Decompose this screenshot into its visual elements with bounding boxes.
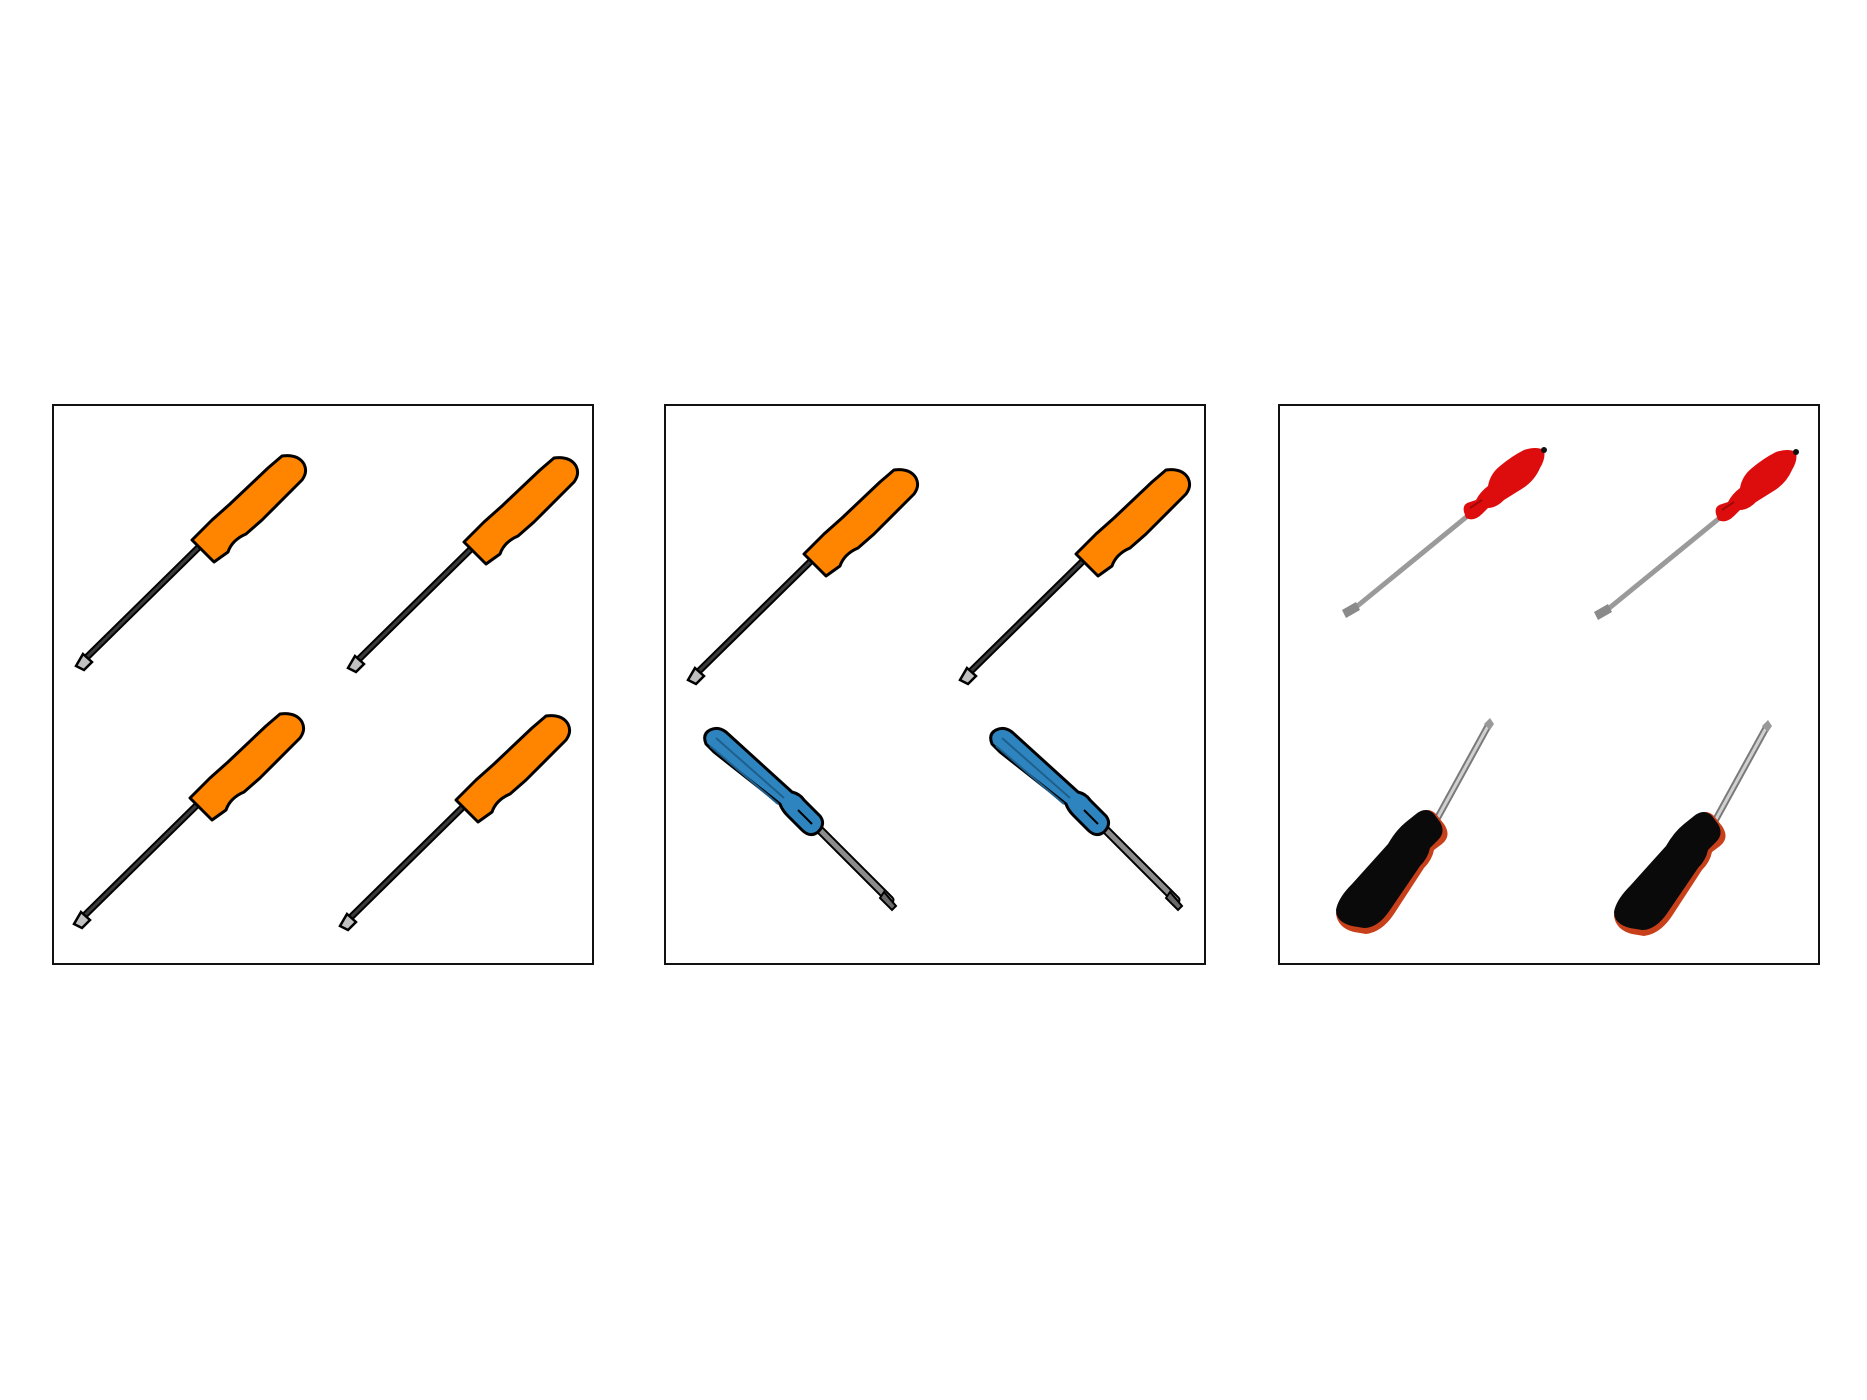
panel-photo-screwdrivers bbox=[1278, 404, 1820, 965]
panel-orange-screwdrivers bbox=[52, 404, 594, 965]
blue-phillips-screwdriver-icon bbox=[703, 726, 898, 912]
black-screwdriver-icon bbox=[1336, 718, 1494, 934]
orange-flathead-screwdriver-icon bbox=[74, 454, 308, 672]
panel-mixed-screwdrivers bbox=[664, 404, 1206, 965]
orange-flathead-screwdriver-icon bbox=[958, 468, 1192, 686]
orange-flathead-screwdriver-icon bbox=[72, 712, 306, 930]
orange-flathead-screwdriver-icon bbox=[346, 456, 580, 674]
red-flathead-screwdriver-icon bbox=[1594, 449, 1799, 620]
red-flathead-screwdriver-icon bbox=[1342, 447, 1547, 618]
orange-flathead-screwdriver-icon bbox=[686, 468, 920, 686]
black-screwdriver-icon bbox=[1614, 720, 1772, 936]
blue-phillips-screwdriver-icon bbox=[989, 726, 1184, 912]
orange-flathead-screwdriver-icon bbox=[338, 714, 572, 932]
